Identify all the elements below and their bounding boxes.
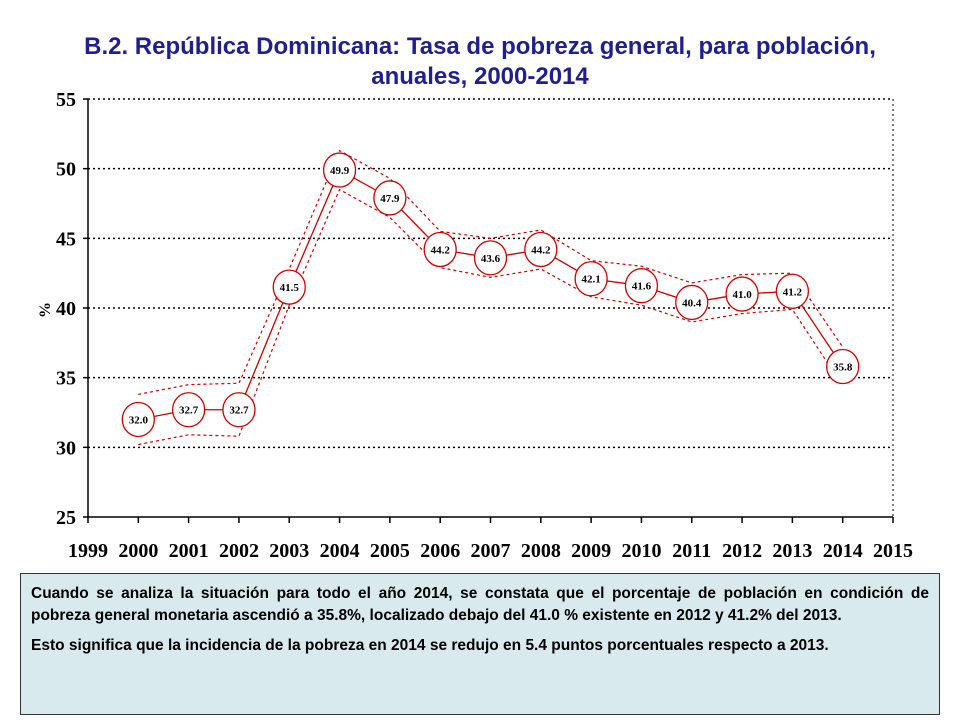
data-point-marker [222, 392, 256, 428]
data-point-marker [775, 273, 810, 309]
data-label: 43.6 [481, 253, 501, 265]
x-tick-label: 2008 [521, 540, 561, 562]
data-label: 41.5 [280, 282, 300, 294]
data-label: 41.0 [732, 289, 752, 301]
data-point-marker [826, 348, 860, 385]
chart-title: B.2. República Dominicana: Tasa de pobre… [0, 32, 960, 92]
y-axis-label: % [37, 302, 54, 318]
y-tick-label: 30 [56, 437, 76, 459]
chart-title-line1: B.2. República Dominicana: Tasa de pobre… [84, 33, 876, 60]
data-label: 32.7 [229, 405, 249, 417]
x-tick-label: 2001 [169, 540, 209, 562]
data-label: 47.9 [380, 193, 400, 205]
data-label: 32.7 [179, 405, 199, 417]
x-tick-label: 2013 [772, 540, 812, 562]
data-label: 32.0 [129, 414, 149, 426]
x-tick-label: 2007 [471, 540, 511, 562]
data-label: 35.8 [833, 362, 853, 374]
data-point-marker [574, 261, 608, 297]
x-tick-label: 1999 [68, 540, 108, 562]
y-tick-label: 35 [56, 368, 76, 390]
commentary-paragraph-1: Cuando se analiza la situación para todo… [31, 585, 929, 624]
commentary-box: Cuando se analiza la situación para todo… [20, 573, 940, 715]
commentary-paragraph-2: Esto significa que la incidencia de la p… [31, 637, 829, 654]
data-point-marker [373, 180, 407, 216]
x-tick-label: 2009 [571, 540, 611, 562]
x-tick-label: 2003 [269, 540, 309, 562]
data-point-marker [171, 392, 206, 428]
data-point-marker [423, 231, 457, 268]
data-point-marker [121, 401, 155, 438]
data-point-marker [322, 152, 357, 188]
data-point-marker [524, 231, 558, 268]
x-tick-label: 2011 [672, 540, 711, 562]
data-label: 42.1 [582, 274, 601, 286]
x-tick-label: 2004 [320, 540, 360, 562]
series-line-upper-bound [138, 149, 844, 395]
data-label: 44.2 [531, 244, 551, 256]
chart-title-line2: anuales, 2000-2014 [371, 63, 589, 90]
x-tick-label: 2010 [621, 540, 661, 562]
y-tick-label: 50 [56, 159, 76, 181]
x-tick-label: 2005 [370, 540, 410, 562]
data-point-marker [272, 269, 306, 305]
data-label: 41.6 [632, 281, 652, 293]
x-tick-label: 2015 [873, 540, 913, 562]
line-chart: 25 30 35 40 45 50 55% 1999 2000 2001 2002 2003 2004 2… [37, 89, 913, 562]
data-point-marker [624, 268, 659, 304]
data-point-marker [473, 240, 508, 276]
data-label: 44.2 [431, 244, 451, 256]
y-tick-label: 40 [56, 298, 76, 320]
x-tick-label: 2002 [219, 540, 259, 562]
x-tick-label: 2000 [118, 540, 158, 562]
y-tick-label: 25 [56, 507, 76, 529]
data-label: 41.2 [783, 286, 803, 298]
series-line-lower-bound [138, 188, 844, 446]
data-point-marker [725, 276, 759, 312]
data-point-marker [675, 284, 709, 321]
x-tick-label: 2012 [722, 540, 762, 562]
y-tick-label: 55 [56, 89, 76, 111]
x-tick-label: 2014 [823, 540, 863, 562]
data-label: 40.4 [682, 297, 702, 309]
y-tick-label: 45 [56, 228, 76, 250]
data-label: 49.9 [330, 165, 350, 177]
x-tick-label: 2006 [420, 540, 460, 562]
